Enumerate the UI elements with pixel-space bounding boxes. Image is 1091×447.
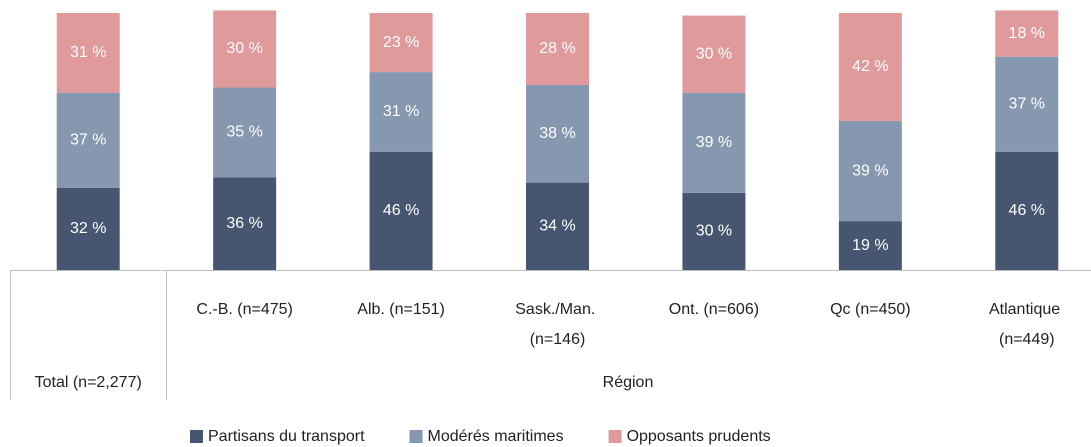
bar-segment (213, 10, 277, 88)
bar-segment (682, 15, 746, 93)
x-tick-label: Ont. (n=606) (669, 301, 759, 318)
bar-segment (369, 72, 433, 152)
legend-label: Partisans du transport (208, 428, 365, 445)
value-label: 19 % (852, 237, 888, 254)
x-tick-label: Qc (n=450) (830, 301, 910, 318)
bar-segment (56, 92, 120, 188)
value-label: 37 % (70, 131, 106, 148)
x-tick-label: C.-B. (n=475) (196, 301, 292, 318)
bar-segment (838, 120, 902, 222)
bar-segment (369, 13, 433, 73)
value-label: 46 % (1009, 202, 1045, 219)
value-label: 28 % (539, 40, 575, 57)
bar-segment (526, 13, 589, 85)
bar-segment (995, 151, 1059, 270)
value-label: 34 % (539, 218, 575, 235)
value-label: 18 % (1009, 25, 1045, 42)
value-label: 42 % (852, 58, 888, 75)
x-tick-label: Total (n=2,277) (35, 374, 142, 391)
legend: Partisans du transport Modérés maritimes O… (190, 428, 771, 445)
value-label: 30 % (226, 40, 262, 57)
bar-segment (213, 177, 277, 270)
value-label: 38 % (539, 125, 575, 142)
legend-swatch (409, 430, 423, 443)
value-label: 23 % (383, 34, 419, 51)
bar-segment (838, 13, 902, 121)
value-label: 30 % (696, 45, 732, 62)
value-label: 39 % (852, 162, 888, 179)
value-label: 30 % (696, 223, 732, 240)
bar-segment (995, 56, 1059, 152)
value-label: 31 % (383, 103, 419, 120)
group-label: Région (603, 374, 654, 391)
legend-label: Modérés maritimes (428, 428, 564, 445)
value-label: 35 % (226, 124, 262, 141)
value-label: 39 % (696, 134, 732, 151)
value-label: 37 % (1009, 95, 1045, 112)
value-label: 36 % (226, 215, 262, 232)
value-label: 46 % (383, 202, 419, 219)
bar-segment (56, 187, 120, 270)
bar-segment (526, 182, 589, 270)
bar-segment (369, 151, 433, 270)
x-tick-label: Sask./Man. (n=146) (515, 301, 599, 348)
x-tick-label: Alb. (n=151) (357, 301, 445, 318)
bar-segment (682, 92, 746, 193)
legend-label: Opposants prudents (627, 428, 771, 445)
bar-segment (213, 87, 277, 178)
bar-segment (838, 221, 902, 270)
x-tick-label: Atlantique (n=449) (989, 301, 1065, 348)
bar-segment (995, 10, 1059, 57)
value-label: 32 % (70, 220, 106, 237)
value-label: 31 % (70, 44, 106, 61)
bar-segment (56, 13, 120, 93)
bar-segment (526, 84, 589, 183)
legend-swatch (190, 430, 203, 443)
legend-swatch (608, 430, 622, 443)
bar-segment (682, 192, 746, 270)
